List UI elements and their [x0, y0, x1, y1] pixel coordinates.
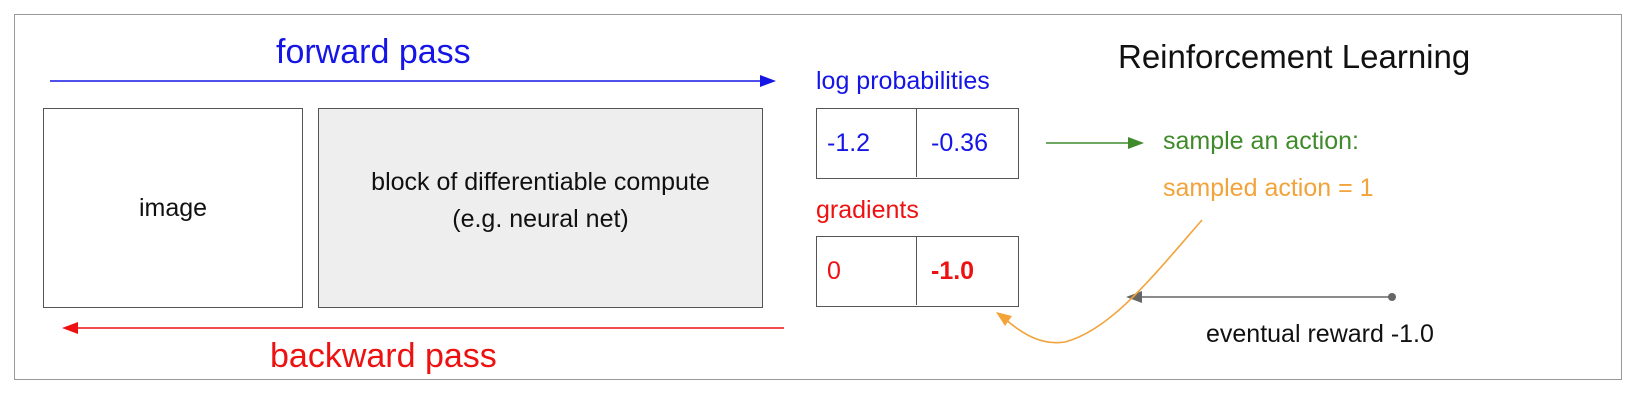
diagram-title: Reinforcement Learning	[1118, 38, 1471, 75]
sample-arrowhead	[1128, 137, 1144, 149]
sampled-action-text: sampled action = 1	[1163, 174, 1374, 202]
reward-source-dot	[1388, 293, 1396, 301]
compute-box-line2: (e.g. neural net)	[452, 205, 629, 233]
log-prob-cell-1: -0.36	[917, 109, 1017, 177]
sampled-action-arrowhead	[996, 312, 1012, 326]
log-prob-value-0: -1.2	[827, 128, 871, 157]
gradients-table: 0 -1.0	[816, 236, 1019, 307]
image-box: image	[43, 108, 303, 308]
backward-pass-label: backward pass	[270, 337, 497, 375]
sample-action-text: sample an action:	[1163, 127, 1359, 155]
gradient-cell-1: -1.0	[917, 237, 1017, 305]
log-probabilities-table: -1.2 -0.36	[816, 108, 1019, 179]
backward-arrowhead	[62, 322, 78, 334]
eventual-reward-text: eventual reward -1.0	[1206, 320, 1434, 348]
log-prob-value-1: -0.36	[931, 128, 988, 157]
image-box-label: image	[138, 193, 208, 222]
compute-box-line1: block of differentiable compute	[371, 168, 710, 196]
compute-box: block of differentiable compute (e.g. ne…	[318, 108, 763, 308]
log-probabilities-label: log probabilities	[816, 67, 990, 95]
forward-pass-label: forward pass	[276, 33, 471, 71]
log-prob-cell-0: -1.2	[817, 109, 917, 177]
gradient-value-0: 0	[827, 256, 841, 285]
forward-arrowhead	[760, 75, 776, 87]
reward-arrowhead	[1126, 291, 1142, 303]
gradients-label: gradients	[816, 196, 919, 224]
gradient-value-1: -1.0	[931, 256, 975, 285]
sampled-action-curve	[1003, 219, 1203, 344]
gradient-cell-0: 0	[817, 237, 917, 305]
